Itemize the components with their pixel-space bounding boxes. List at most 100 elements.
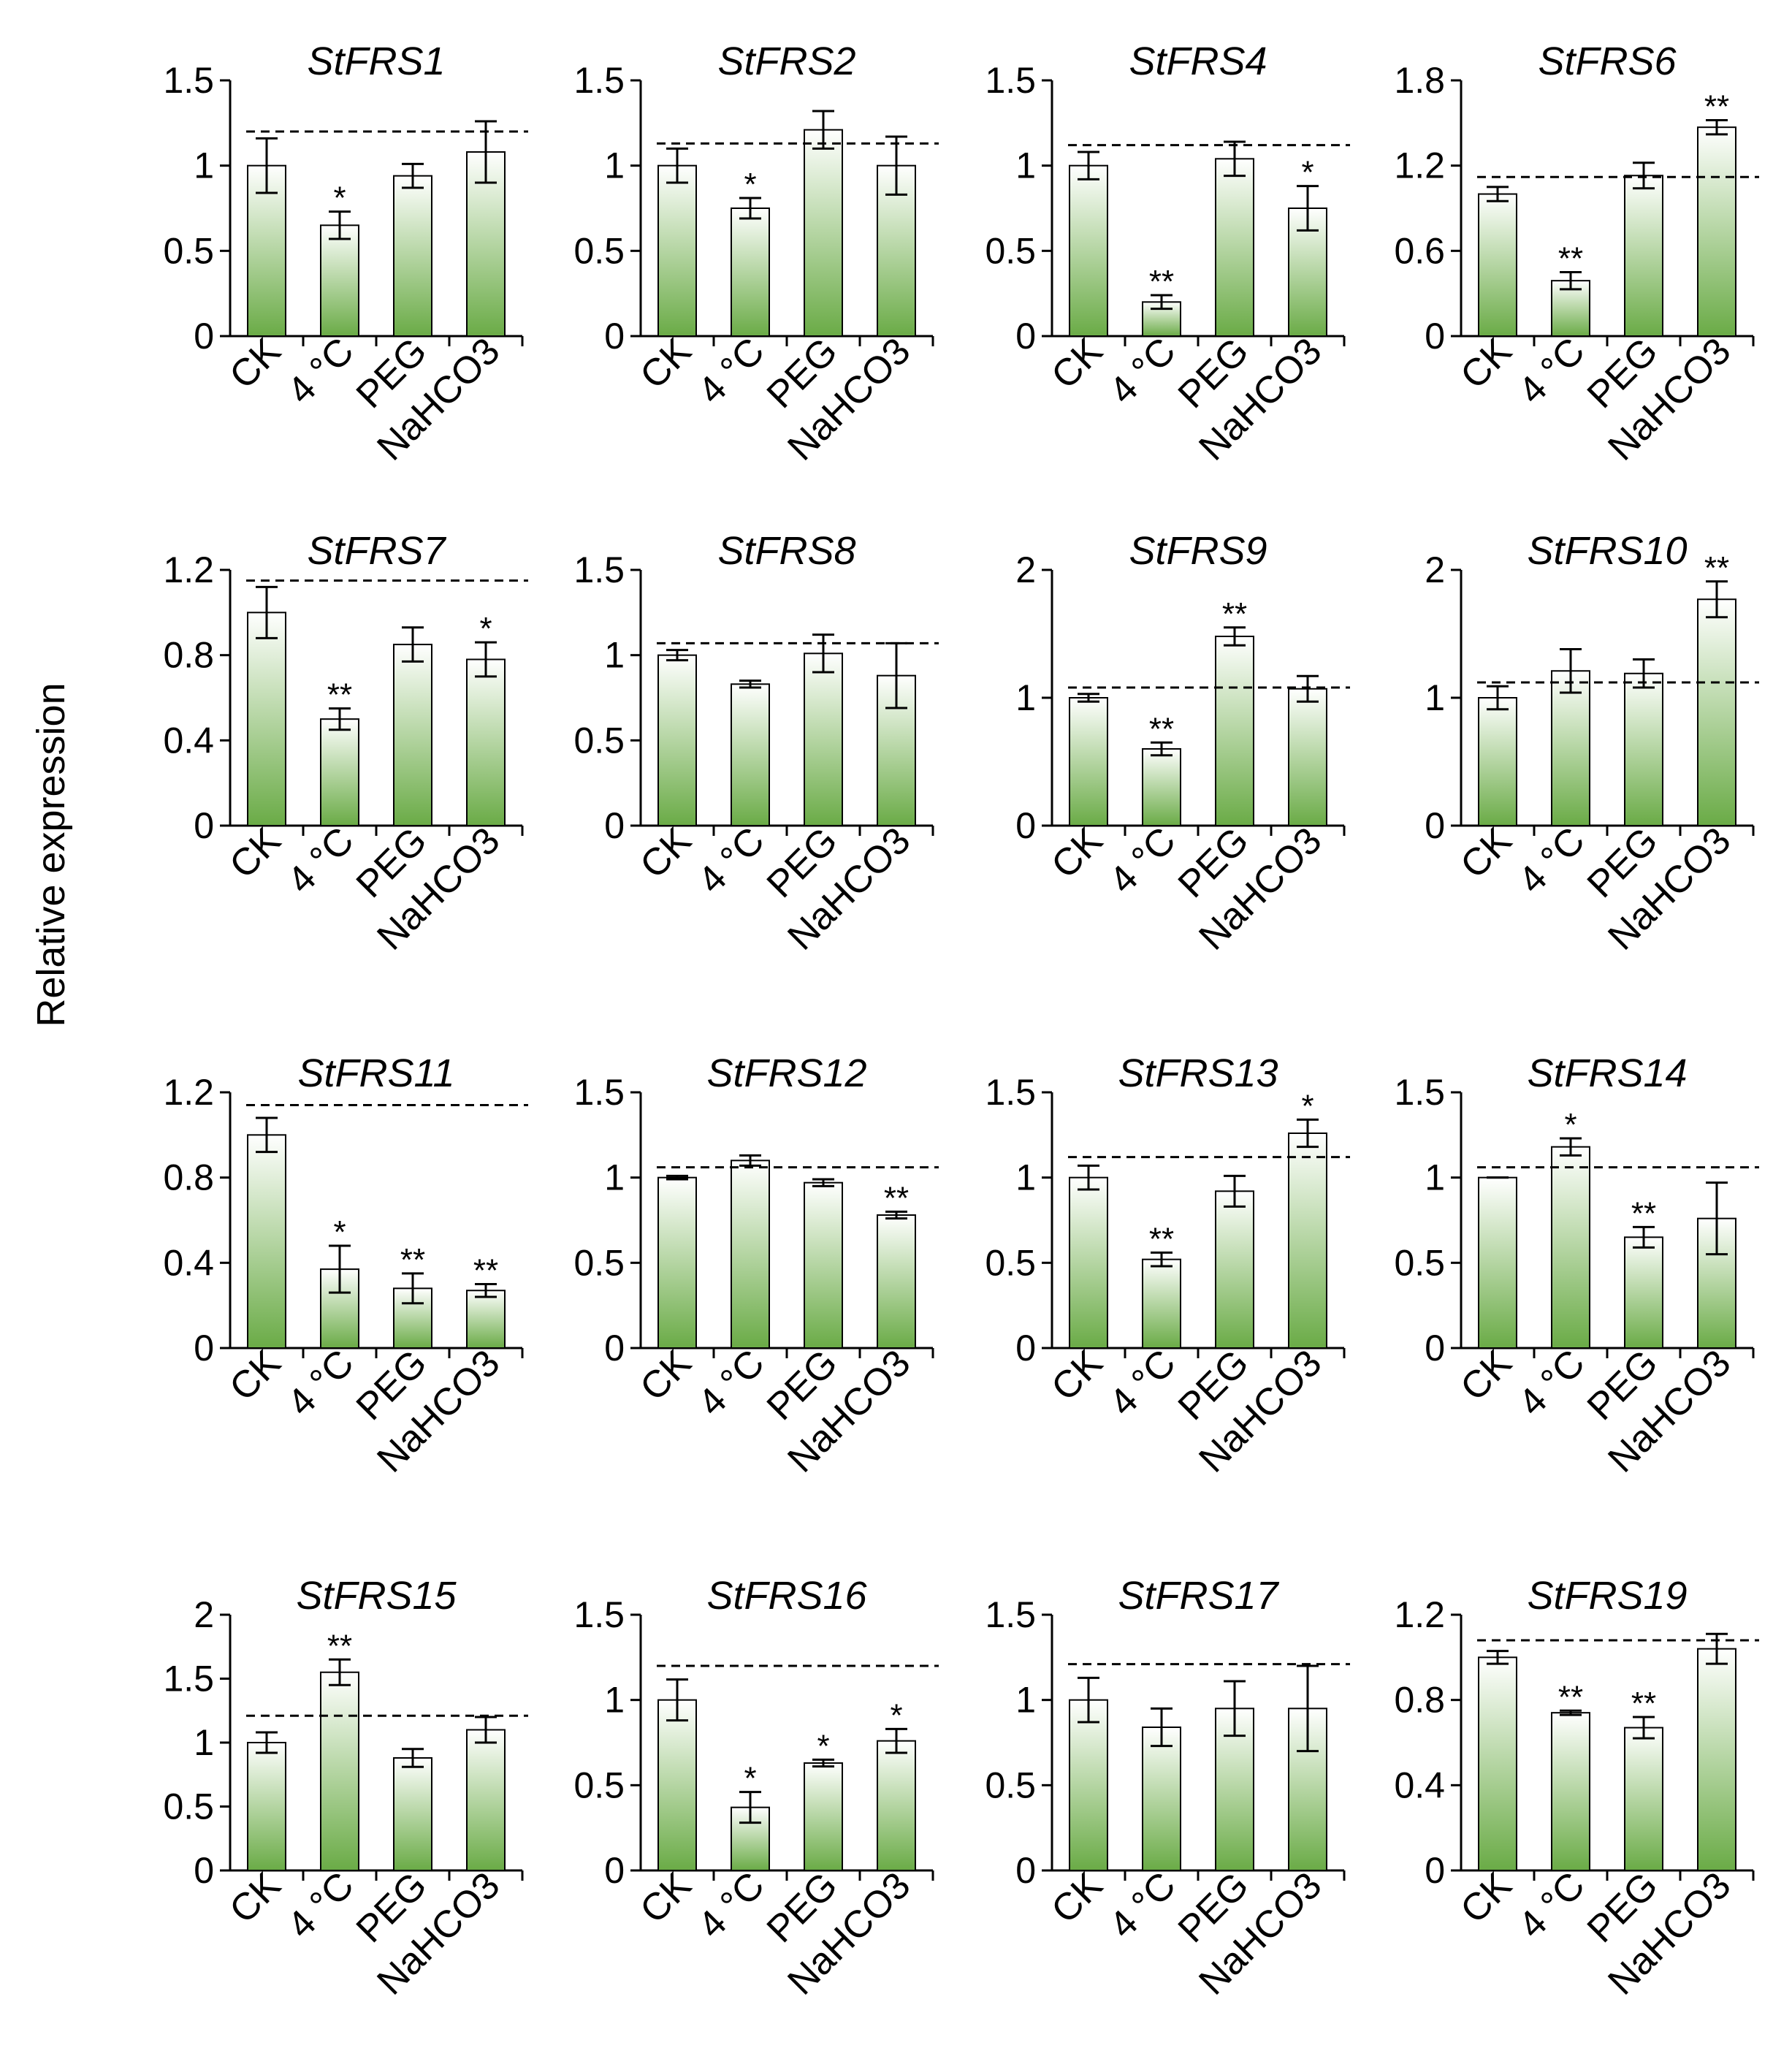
y-tick-label: 0	[194, 316, 214, 357]
x-tick-label: 4 °C	[1102, 1864, 1184, 1946]
bar	[657, 654, 697, 827]
significance-mark: **	[1149, 264, 1174, 300]
bar	[466, 1729, 506, 1871]
bar	[657, 164, 697, 337]
y-tick-label: 1.5	[985, 1594, 1036, 1635]
y-tick-label: 0.8	[163, 635, 214, 676]
y-tick-label: 1	[604, 1157, 625, 1198]
x-tick-label: CK	[1043, 1864, 1110, 1931]
bar	[1288, 688, 1327, 826]
y-tick-label: 1.2	[163, 1072, 214, 1113]
y-tick-label: 2	[1015, 549, 1036, 590]
y-tick-label: 0.5	[163, 1786, 214, 1827]
bar	[731, 1160, 770, 1350]
bar	[1551, 670, 1590, 826]
chart-title: StFRS10	[1527, 529, 1687, 573]
y-tick-label: 1.5	[163, 1659, 214, 1699]
chart-title: StFRS9	[1129, 529, 1267, 573]
bar	[657, 1699, 697, 1872]
bar	[657, 1176, 697, 1349]
bar	[877, 1740, 916, 1872]
bar	[393, 1757, 432, 1871]
y-tick-label: 0.5	[985, 1765, 1036, 1805]
x-tick-label: 4 °C	[280, 1341, 362, 1424]
x-tick-label: CK	[1043, 819, 1110, 886]
chart-title: StFRS15	[296, 1574, 457, 1618]
y-tick-label: 0.5	[573, 230, 625, 271]
x-tick-label: 4 °C	[690, 330, 773, 412]
y-tick-label: 0.5	[985, 1242, 1036, 1283]
y-tick-label: 1	[604, 1680, 625, 1721]
y-tick-label: 0.5	[1394, 1242, 1445, 1283]
bar	[320, 718, 359, 827]
y-tick-label: 0	[604, 316, 625, 357]
y-tick-label: 0.4	[1394, 1765, 1445, 1805]
x-tick-label: 4 °C	[1102, 330, 1184, 412]
y-tick-label: 0.6	[1394, 230, 1445, 271]
significance-mark: *	[1564, 1107, 1576, 1143]
bar	[1142, 748, 1181, 826]
bar	[1069, 164, 1108, 337]
x-tick-label: CK	[632, 819, 699, 886]
bar	[877, 1214, 916, 1349]
y-tick-label: 0.5	[985, 230, 1036, 271]
significance-mark: **	[400, 1242, 425, 1278]
chart-title: StFRS7	[307, 529, 446, 573]
bar	[1069, 1176, 1108, 1349]
x-tick-label: CK	[1043, 1341, 1110, 1409]
significance-mark: **	[1631, 1686, 1656, 1721]
y-tick-label: 1	[1015, 1680, 1036, 1721]
y-tick-label: 1.5	[573, 549, 625, 590]
bar	[320, 224, 359, 338]
x-tick-label: 4 °C	[280, 819, 362, 902]
x-tick-label: CK	[1452, 1341, 1520, 1409]
bar	[1069, 1699, 1108, 1872]
y-tick-label: 0	[1425, 1850, 1445, 1891]
chart-title: StFRS19	[1527, 1574, 1687, 1618]
y-tick-label: 0.8	[1394, 1680, 1445, 1721]
y-tick-label: 0.4	[163, 1242, 214, 1283]
y-tick-label: 1.2	[1394, 145, 1445, 186]
y-tick-label: 1	[1015, 145, 1036, 186]
x-tick-label: CK	[632, 330, 699, 397]
y-tick-label: 0	[194, 1850, 214, 1891]
bar	[1142, 1258, 1181, 1349]
y-tick-label: 1.5	[163, 60, 214, 101]
y-tick-label: 1	[194, 1722, 214, 1763]
x-tick-label: 4 °C	[280, 330, 362, 412]
bar	[1288, 1133, 1327, 1349]
y-tick-label: 1.5	[573, 1072, 625, 1113]
x-tick-label: CK	[1043, 330, 1110, 397]
x-tick-label: 4 °C	[1511, 330, 1593, 412]
chart-title: StFRS14	[1527, 1051, 1687, 1095]
y-tick-label: 0	[1425, 805, 1445, 846]
chart-title: StFRS4	[1129, 39, 1267, 83]
y-tick-label: 0.5	[573, 720, 625, 761]
x-tick-label: 4 °C	[1102, 1341, 1184, 1424]
bar	[1478, 1176, 1517, 1349]
y-tick-label: 2	[1425, 549, 1445, 590]
significance-mark: **	[884, 1180, 909, 1216]
bar	[1478, 1656, 1517, 1871]
bar	[247, 1742, 286, 1871]
y-tick-label: 1.8	[1394, 60, 1445, 101]
y-tick-label: 0	[1015, 316, 1036, 357]
bar	[1624, 1236, 1663, 1350]
bar	[1288, 1708, 1327, 1871]
significance-mark: **	[1704, 88, 1729, 124]
chart-title: StFRS17	[1118, 1574, 1279, 1618]
significance-mark: **	[1149, 711, 1174, 747]
y-tick-label: 1	[194, 145, 214, 186]
y-tick-label: 1	[1015, 677, 1036, 718]
x-tick-label: CK	[1452, 1864, 1520, 1931]
bar	[804, 1762, 843, 1871]
chart-title: StFRS8	[717, 529, 855, 573]
